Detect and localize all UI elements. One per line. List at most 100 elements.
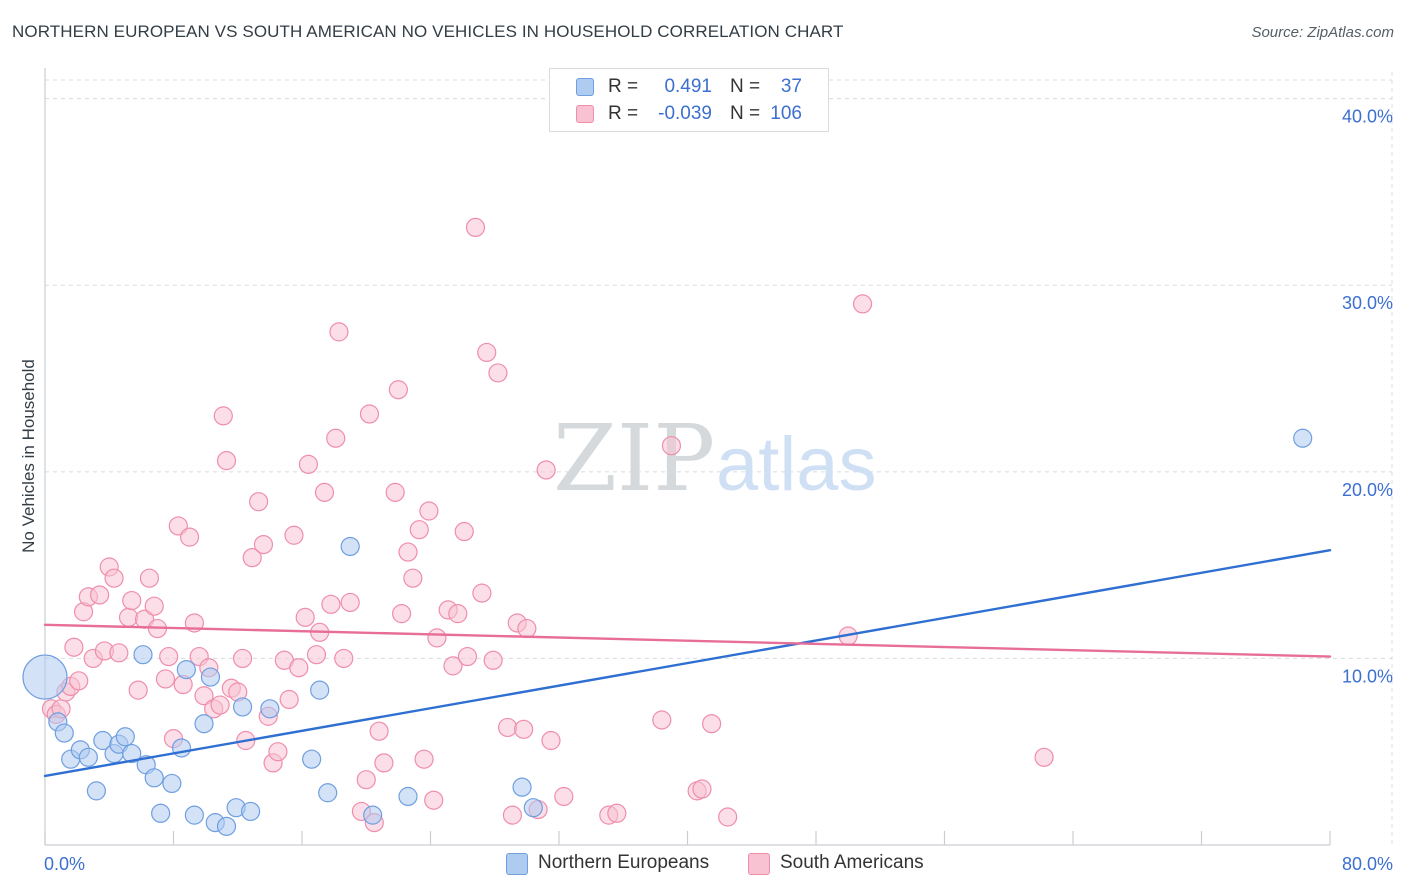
south-americans-point [249, 492, 269, 512]
south-americans-point [109, 643, 129, 663]
n-label: N = [730, 76, 761, 97]
n-label: N = [730, 103, 761, 124]
south-americans-point [718, 807, 738, 827]
chart-title: NORTHERN EUROPEAN VS SOUTH AMERICAN NO V… [12, 22, 844, 41]
tick-labels: 10.0% 20.0% 30.0% 40.0% 0.0% 80.0% [44, 107, 1393, 874]
south-americans-point [284, 525, 304, 545]
south-americans-point [298, 454, 319, 474]
south-americans-point [144, 596, 164, 616]
northern-europeans-point [512, 777, 532, 797]
y-tick-label: 10.0% [1342, 666, 1393, 686]
south-americans-point [213, 406, 233, 426]
northern-europeans-points [22, 428, 1313, 836]
south-americans-point [155, 669, 176, 689]
south-americans-point [427, 628, 447, 648]
legend-label: Northern Europeans [538, 852, 710, 873]
source-credit: Source: ZipAtlas.com [1251, 24, 1394, 41]
south-americans-point [374, 753, 394, 773]
south-americans-point [128, 680, 148, 700]
northern-europeans-point [122, 743, 142, 764]
northern-europeans-trendline [43, 548, 1332, 778]
northern-europeans-point [398, 786, 418, 807]
south-americans-point [321, 594, 341, 614]
r-value: 0.491 [664, 76, 712, 97]
northern-europeans-point [302, 749, 322, 769]
northern-europeans-point [310, 680, 330, 700]
south-americans-trendline [43, 623, 1332, 658]
south-americans-point [607, 803, 627, 823]
watermark-zip: ZIP [553, 405, 715, 512]
r-label: R = [608, 103, 639, 124]
series-legend: Northern Europeans South Americans [0, 851, 1406, 877]
legend-label: South Americans [780, 852, 924, 873]
x-tick-label: 0.0% [44, 854, 85, 874]
south-americans-point [279, 689, 299, 710]
northern-europeans-point [162, 773, 182, 794]
south-americans-point [477, 342, 497, 363]
y-tick-label: 30.0% [1342, 293, 1393, 313]
x-tick-label: 80.0% [1342, 854, 1393, 874]
south-americans-points [41, 217, 1054, 833]
south-americans-point [419, 501, 439, 521]
n-value: 106 [770, 103, 802, 124]
stats-legend-row-pink: R = -0.039 N = 106 [550, 101, 828, 127]
south-americans-point [502, 805, 523, 825]
south-americans-point [90, 585, 110, 605]
south-americans-point [122, 590, 142, 611]
south-americans-point [424, 790, 444, 810]
northern-europeans-point [318, 783, 338, 803]
south-americans-point [194, 686, 214, 706]
south-americans-point [385, 482, 405, 502]
south-americans-point [334, 648, 354, 669]
south-americans-point [232, 648, 253, 669]
south-americans-point [398, 542, 418, 562]
south-americans-point [409, 520, 429, 540]
r-label: R = [608, 76, 639, 97]
northern-europeans-point [115, 727, 135, 747]
south-americans-point [139, 568, 160, 588]
south-americans-point [242, 548, 262, 568]
northern-europeans-point [523, 798, 543, 818]
south-americans-point [369, 721, 389, 741]
south-americans-point [465, 217, 486, 238]
south-americans-point [536, 460, 556, 480]
blue-swatch [576, 78, 594, 96]
south-americans-point [210, 695, 230, 715]
south-americans-point [692, 779, 712, 799]
northern-europeans-point [194, 714, 214, 734]
n-value: 37 [780, 76, 802, 97]
south-americans-point [388, 380, 408, 400]
stats-legend: R = 0.491 N = 37 R = -0.039 N = 106 [549, 68, 829, 132]
watermark-atlas: atlas [716, 422, 877, 507]
south-americans-point [1034, 747, 1054, 767]
south-americans-point [472, 583, 492, 603]
south-americans-point [852, 294, 873, 314]
south-americans-point [64, 637, 84, 657]
south-americans-point [306, 645, 327, 665]
south-americans-point [216, 451, 237, 471]
south-americans-point [159, 646, 179, 667]
south-americans-point [454, 521, 474, 542]
trend-lines [43, 548, 1332, 778]
south-americans-point [701, 714, 722, 734]
northern-europeans-point [54, 723, 74, 743]
south-americans-point [69, 671, 89, 691]
south-americans-point [329, 322, 349, 342]
south-americans-point [179, 527, 200, 547]
northern-europeans-point [184, 805, 204, 825]
south-americans-point [661, 436, 682, 456]
south-americans-point [448, 604, 468, 624]
south-americans-point [498, 717, 518, 738]
south-americans-point [295, 607, 315, 627]
south-americans-point [652, 710, 672, 730]
northern-europeans-point [216, 816, 237, 836]
south-americans-point [488, 363, 508, 383]
south-americans-point [359, 404, 380, 424]
south-americans-point [554, 786, 574, 807]
south-americans-point [457, 646, 478, 667]
south-americans-point [326, 428, 346, 448]
pink-swatch [576, 105, 594, 123]
south-americans-point [314, 482, 335, 502]
south-americans-point [340, 592, 360, 613]
